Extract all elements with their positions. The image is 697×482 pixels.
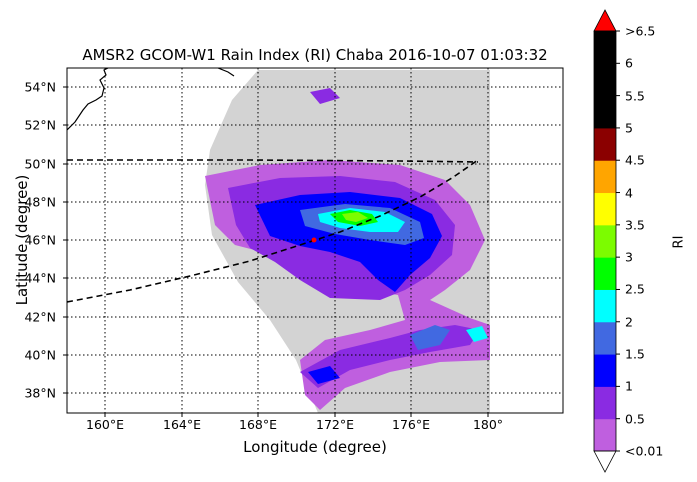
map-area [67, 68, 563, 413]
storm-center-marker [311, 237, 317, 243]
colorbar-tick-label: 3 [625, 249, 633, 265]
colorbar [593, 9, 620, 473]
colorbar-tick-label: 6 [625, 55, 633, 71]
axis-tick-marks [63, 86, 489, 417]
colorbar-segment [594, 289, 616, 323]
colorbar-segment [594, 63, 616, 97]
lat-tick-label: 38°N [24, 385, 56, 401]
lat-tick-label: 42°N [24, 309, 56, 325]
lon-tick-label: 172°E [315, 417, 355, 432]
lon-tick-label: 164°E [162, 417, 202, 432]
colorbar-segment [594, 31, 616, 64]
lat-tick-label: 50°N [24, 156, 56, 172]
rain-cell-south [308, 366, 340, 384]
boundary-line [67, 159, 479, 163]
lat-tick-label: 40°N [24, 347, 56, 363]
colorbar-segment [594, 127, 616, 161]
colorbar-tick-label: 4.5 [625, 152, 645, 168]
y-axis-label: Latitude (degree) [13, 174, 31, 306]
colorbar-tick-label: 0.5 [625, 411, 645, 427]
lon-tick-label: 160°E [85, 417, 125, 432]
colorbar-segment [594, 192, 616, 226]
colorbar-tick-label: 4 [625, 185, 633, 201]
colorbar-tick-label: 1 [625, 378, 633, 394]
colorbar-tick-label: 1.5 [625, 346, 645, 362]
lat-tick-label: 54°N [24, 79, 56, 95]
colorbar-segment [594, 386, 616, 420]
lat-tick-label: 44°N [24, 270, 56, 286]
x-axis-label: Longitude (degree) [243, 438, 387, 456]
colorbar-segment [594, 95, 616, 129]
colorbar-under-arrow [593, 450, 617, 473]
colorbar-tick-label: <0.01 [625, 443, 664, 459]
coastline [67, 68, 109, 131]
colorbar-tick-label: 5 [625, 120, 633, 136]
colorbar-tick-label: 2.5 [625, 281, 645, 297]
coastline-north [217, 68, 235, 77]
colorbar-tick-label: 3.5 [625, 217, 645, 233]
lat-tick-label: 48°N [24, 194, 56, 210]
rain-cell-southeast-2 [466, 326, 488, 342]
colorbar-tick-label: >6.5 [625, 23, 656, 39]
colorbar-segment [594, 257, 616, 290]
lon-tick-label: 176°E [391, 417, 431, 432]
colorbar-tick-label: 5.5 [625, 88, 645, 104]
colorbar-segment [594, 160, 616, 194]
chart-title: AMSR2 GCOM-W1 Rain Index (RI) Chaba 2016… [82, 46, 548, 64]
lat-tick-label: 46°N [24, 232, 56, 248]
rain-cell-southeast [410, 325, 450, 350]
graticule [67, 68, 563, 413]
colorbar-segment [594, 354, 616, 387]
lon-tick-label: 168°E [238, 417, 278, 432]
colorbar-segment [594, 321, 616, 355]
colorbar-segment [594, 418, 616, 452]
rain-spot-north [310, 88, 340, 104]
colorbar-over-arrow [593, 9, 617, 32]
colorbar-tick-label: 2 [625, 314, 633, 330]
rain-core-lime [342, 212, 368, 222]
colorbar-outline [593, 30, 617, 452]
colorbar-segment [594, 224, 616, 258]
lat-tick-label: 52°N [24, 117, 56, 133]
storm-track [67, 159, 479, 303]
lon-tick-label: 180° [472, 417, 504, 432]
colorbar-label: RI [671, 235, 687, 249]
